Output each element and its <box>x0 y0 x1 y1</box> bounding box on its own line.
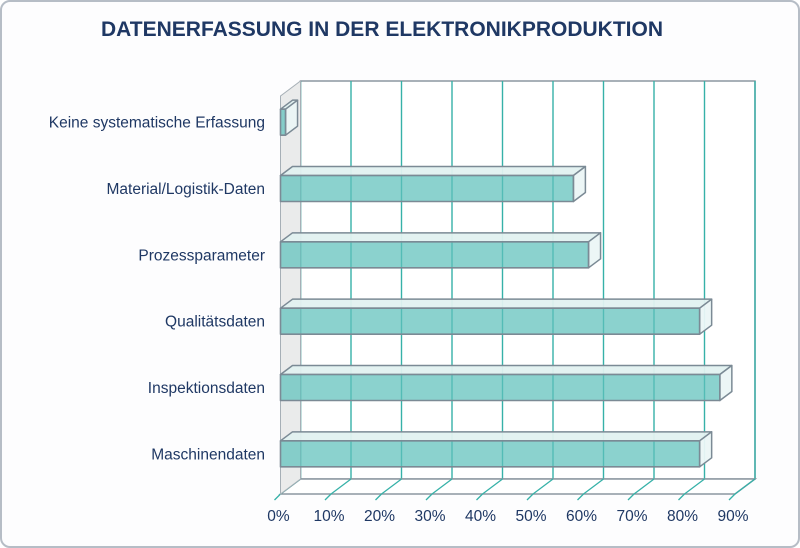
gridline-floor <box>734 478 756 495</box>
bar-top-face <box>279 364 733 376</box>
x-tick-label: 60% <box>566 508 597 525</box>
bar <box>279 108 287 136</box>
gridline-floor <box>381 478 402 495</box>
x-tick-label: 90% <box>717 508 748 525</box>
x-tick-label: 10% <box>313 508 344 525</box>
bar-top-face <box>279 165 587 177</box>
bar-top-face <box>279 232 602 243</box>
category-label: Inspektionsdaten <box>148 380 265 397</box>
axis-tick <box>577 493 584 501</box>
axis-tick <box>425 493 433 501</box>
x-tick-label: 30% <box>414 508 445 525</box>
gridline-floor <box>482 478 503 495</box>
gridline-floor <box>532 478 554 495</box>
gridline-floor <box>330 478 352 495</box>
gridline-floor <box>583 478 604 495</box>
gridline-floor <box>684 478 705 495</box>
gridline-floor <box>633 478 655 495</box>
category-label: Prozessparameter <box>138 247 265 264</box>
x-tick-label: 50% <box>515 508 546 525</box>
category-label: Qualitätsdaten <box>165 314 265 331</box>
axis-tick <box>324 493 332 501</box>
x-tick-label: 20% <box>364 508 395 525</box>
axis-tick <box>375 493 382 501</box>
bar-top-face <box>279 298 713 309</box>
bar <box>279 241 590 269</box>
axis-tick <box>728 493 736 501</box>
gridline-floor <box>431 478 453 495</box>
chart-title: DATENERFASSUNG IN DER ELEKTRONIKPRODUKTI… <box>101 18 663 41</box>
bar <box>279 174 575 203</box>
bar <box>279 307 701 335</box>
axis-tick <box>627 493 635 501</box>
bar <box>279 440 701 468</box>
category-label: Material/Logistik-Daten <box>106 181 265 198</box>
category-label: Maschinendaten <box>151 446 265 463</box>
bar <box>279 373 721 402</box>
axis-tick <box>476 493 483 501</box>
x-tick-label: 40% <box>465 508 496 525</box>
x-tick-label: 80% <box>667 508 698 525</box>
axis-tick <box>526 493 534 501</box>
x-tick-label: 0% <box>267 508 290 525</box>
chart-back-wall <box>299 80 756 480</box>
chart-floor <box>278 478 758 495</box>
category-label: Keine systematische Erfassung <box>49 115 265 132</box>
bar-top-face <box>279 431 713 442</box>
axis-tick <box>678 493 685 501</box>
x-tick-label: 70% <box>616 508 647 525</box>
axis-tick <box>274 493 281 501</box>
